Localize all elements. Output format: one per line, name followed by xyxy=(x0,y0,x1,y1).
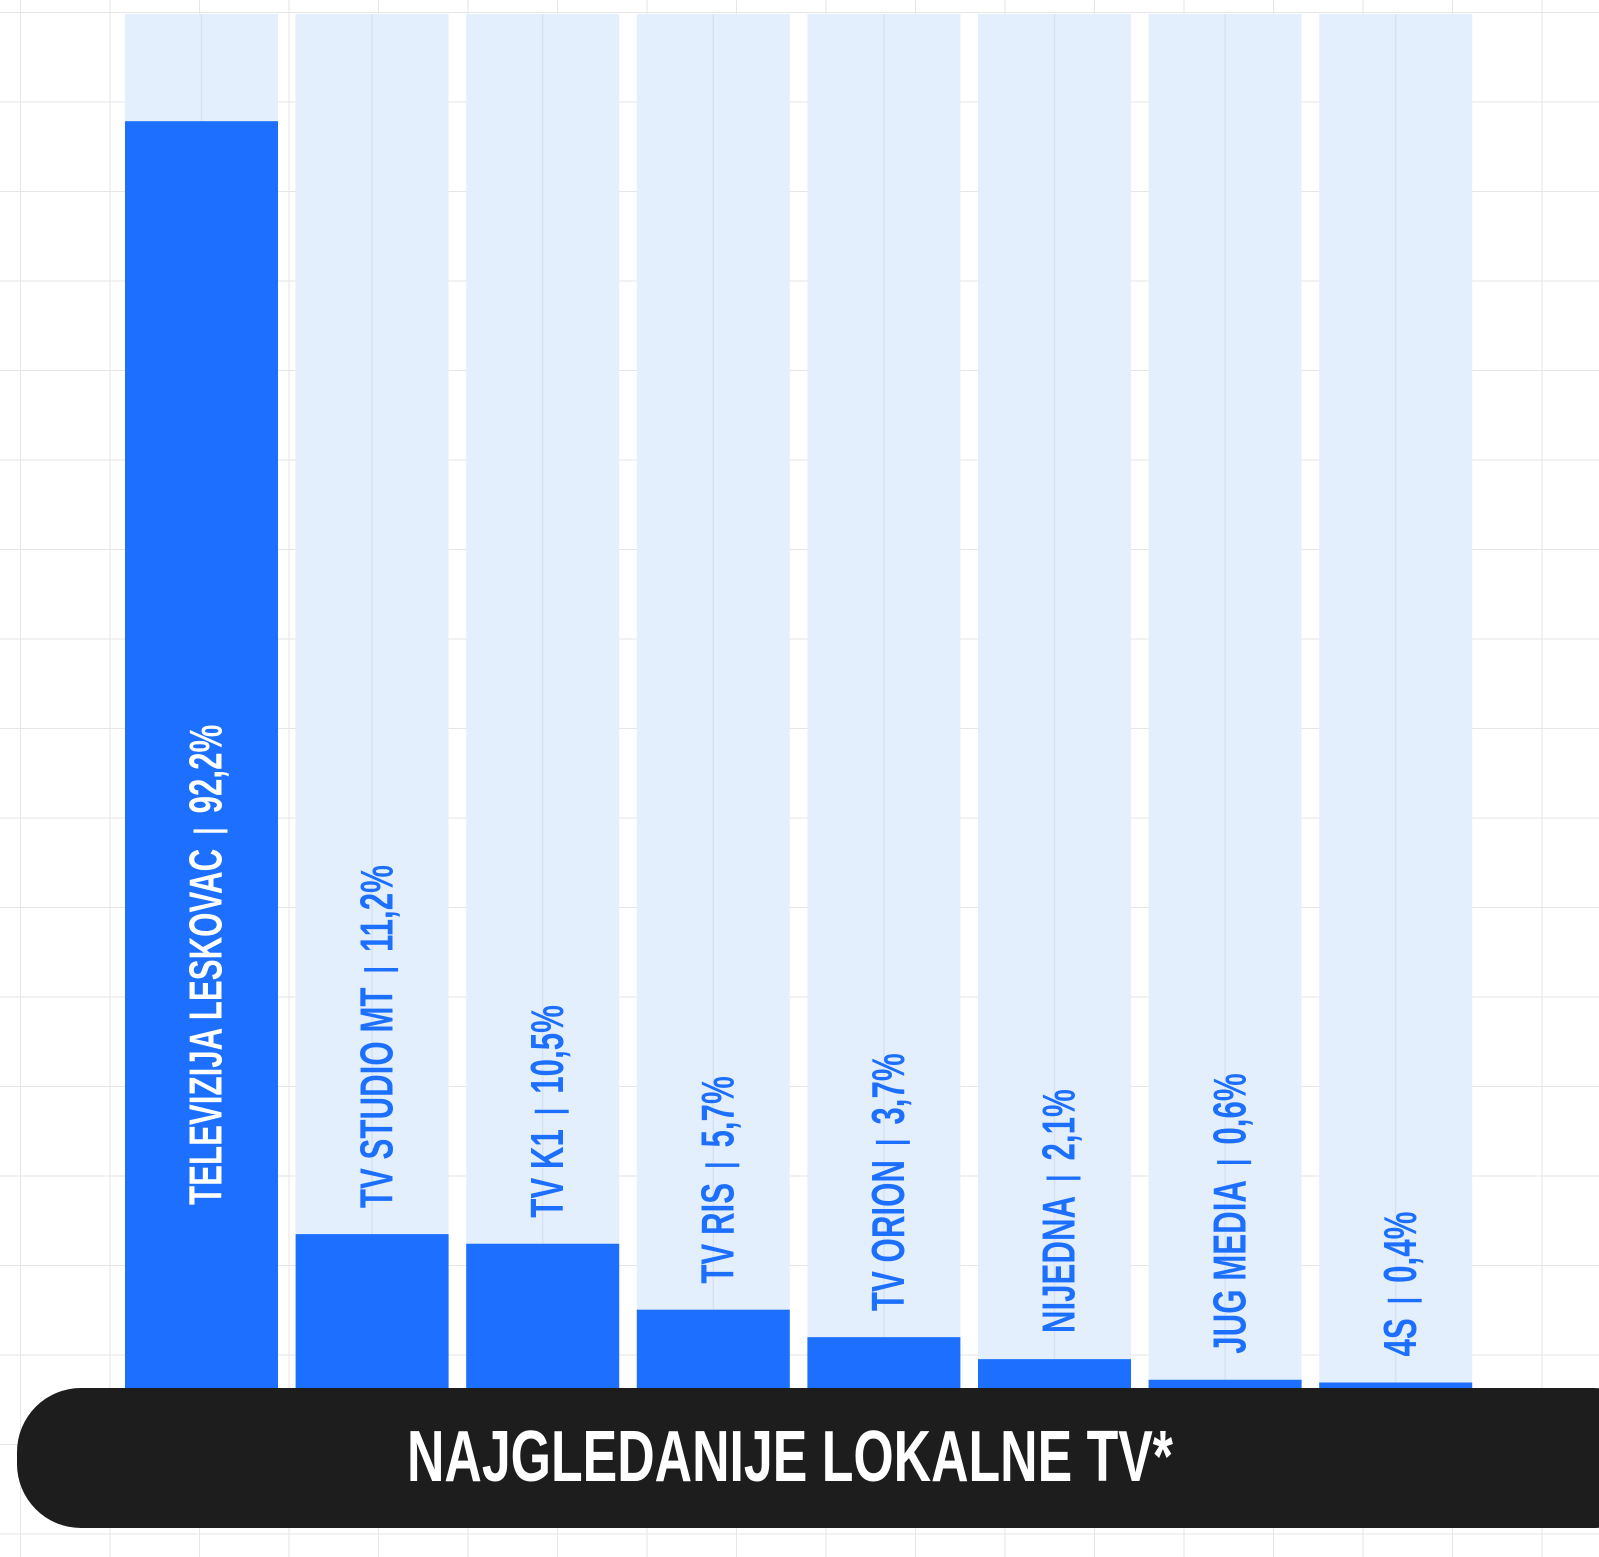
bar xyxy=(978,1359,1131,1388)
bar xyxy=(636,1309,790,1388)
bar-label: TV RIS 5,7% xyxy=(693,1076,744,1283)
category-label: TV RIS xyxy=(693,1183,744,1284)
value-label: 0,6% xyxy=(1204,1073,1255,1144)
value-label: 5,7% xyxy=(693,1076,744,1147)
category-label: NIJEDNA xyxy=(1034,1196,1085,1333)
bar-label: TV ORION 3,7% xyxy=(863,1053,914,1311)
plot: TELEVIZIJA LESKOVAC 92,2% TV STUDIO MT 11,2… xyxy=(125,14,1473,1388)
chart-title: NAJGLEDANIJE LOKALNE TV* xyxy=(407,1417,1173,1497)
title-bar xyxy=(17,1388,1599,1528)
category-label: TV ORION xyxy=(863,1160,914,1311)
bar xyxy=(1148,1379,1302,1388)
bar-label: TV STUDIO MT 11,2% xyxy=(351,865,402,1208)
bar-label: TV K1 10,5% xyxy=(522,1005,573,1218)
bar-label: NIJEDNA 2,1% xyxy=(1034,1089,1085,1333)
value-label: 2,1% xyxy=(1034,1089,1085,1160)
bar xyxy=(125,121,278,1388)
value-label: 11,2% xyxy=(351,865,402,952)
bar xyxy=(466,1243,620,1388)
category-label: JUG MEDIA xyxy=(1204,1180,1255,1354)
value-label: 0,4% xyxy=(1375,1212,1426,1283)
bar-label: 4S 0,4% xyxy=(1375,1212,1426,1357)
bar-label: TELEVIZIJA LESKOVAC 92,2% xyxy=(181,725,232,1205)
category-label: TV STUDIO MT xyxy=(351,987,402,1208)
category-label: TELEVIZIJA LESKOVAC xyxy=(181,849,232,1205)
bar xyxy=(807,1337,961,1388)
value-label: 92,2% xyxy=(181,725,232,814)
bar-label: JUG MEDIA 0,6% xyxy=(1204,1073,1255,1353)
category-label: TV K1 xyxy=(522,1129,573,1218)
value-label: 3,7% xyxy=(863,1053,914,1124)
bar xyxy=(295,1234,449,1388)
bar xyxy=(1319,1382,1473,1388)
category-label: 4S xyxy=(1375,1318,1426,1356)
value-label: 10,5% xyxy=(522,1005,573,1094)
